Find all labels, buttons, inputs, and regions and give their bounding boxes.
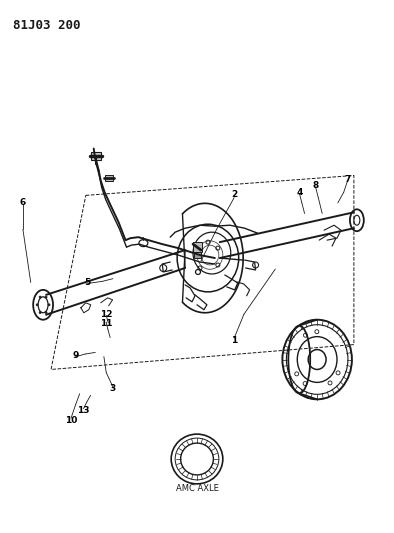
- Text: 5: 5: [84, 278, 91, 287]
- Text: AMC AXLE: AMC AXLE: [176, 484, 218, 494]
- Text: 11: 11: [100, 319, 112, 328]
- Text: 3: 3: [110, 384, 116, 393]
- Ellipse shape: [36, 304, 38, 306]
- Ellipse shape: [45, 296, 47, 298]
- Bar: [105, 175, 113, 181]
- Ellipse shape: [39, 296, 41, 298]
- Text: 8: 8: [312, 181, 319, 190]
- Text: 9: 9: [72, 351, 79, 360]
- Text: 4: 4: [296, 188, 303, 197]
- Bar: [193, 242, 202, 252]
- Bar: [194, 252, 201, 258]
- Text: 7: 7: [344, 174, 351, 183]
- Text: 10: 10: [65, 416, 77, 425]
- Text: 13: 13: [77, 406, 90, 415]
- Ellipse shape: [48, 304, 50, 306]
- Text: 2: 2: [231, 190, 237, 199]
- Text: 1: 1: [231, 336, 237, 345]
- Ellipse shape: [39, 312, 41, 313]
- Text: 81J03 200: 81J03 200: [13, 19, 81, 33]
- Text: 12: 12: [100, 310, 112, 319]
- Text: 6: 6: [20, 198, 26, 207]
- Ellipse shape: [45, 312, 47, 313]
- Bar: [91, 151, 101, 159]
